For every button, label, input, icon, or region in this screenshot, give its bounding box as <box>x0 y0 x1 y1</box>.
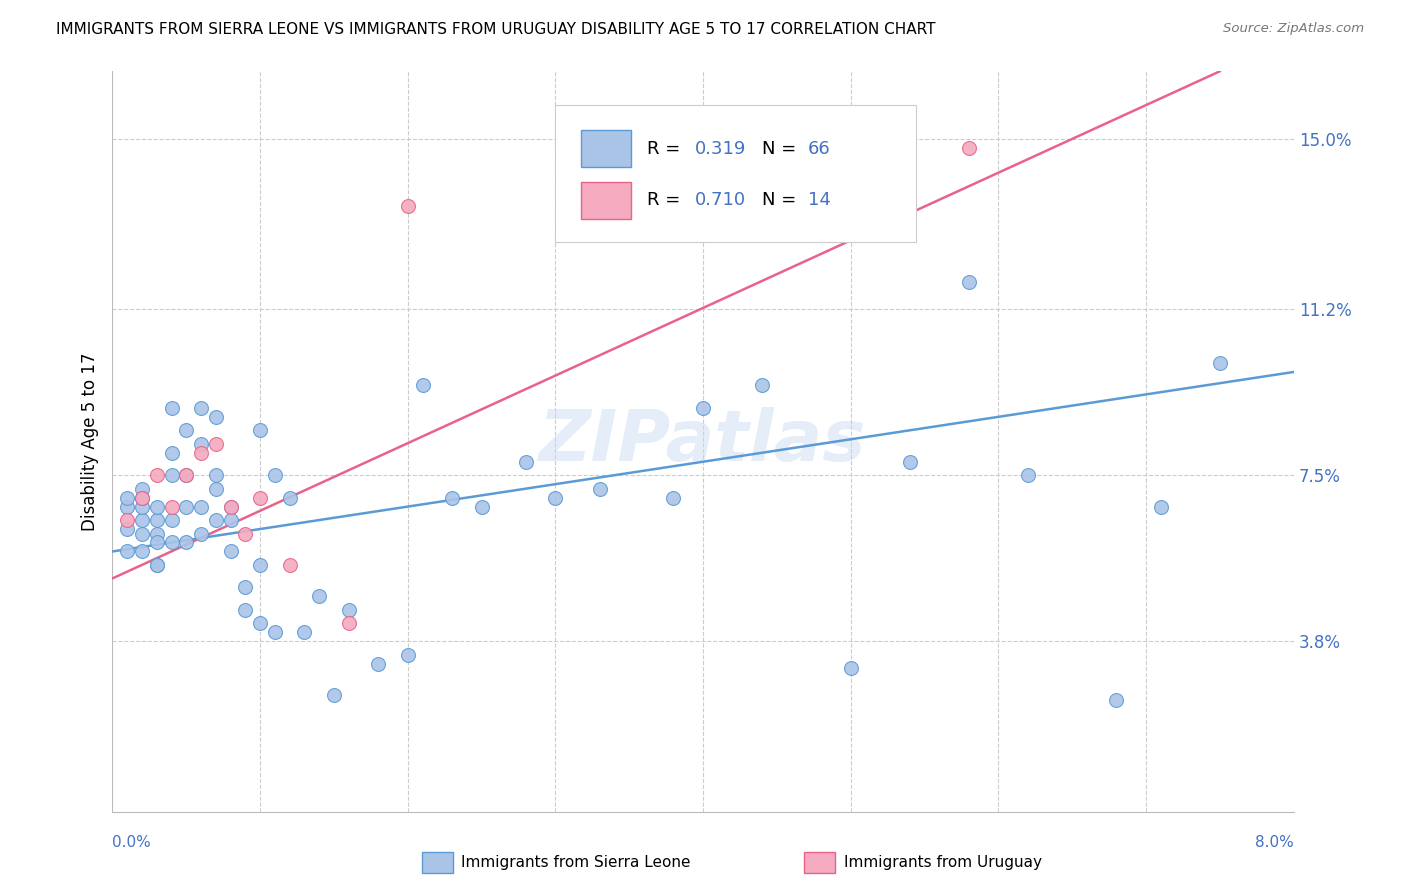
Point <box>219 500 242 514</box>
Point <box>264 468 287 483</box>
Point <box>160 500 183 514</box>
Text: Immigrants from Uruguay: Immigrants from Uruguay <box>844 855 1042 870</box>
Point <box>233 580 256 594</box>
Point <box>174 468 197 483</box>
Point <box>131 526 153 541</box>
Point <box>131 491 153 505</box>
Point <box>515 455 537 469</box>
Point <box>190 437 212 451</box>
Point <box>249 616 271 631</box>
Text: R =: R = <box>648 140 686 158</box>
Point <box>131 500 153 514</box>
Point <box>957 275 980 289</box>
Point <box>751 378 773 392</box>
Point <box>160 401 183 415</box>
Point <box>160 513 183 527</box>
Point <box>692 401 714 415</box>
Point <box>131 491 153 505</box>
Point <box>146 500 169 514</box>
Point <box>205 513 228 527</box>
Point <box>1017 468 1039 483</box>
Point <box>898 455 921 469</box>
Point <box>190 401 212 415</box>
Point <box>146 468 169 483</box>
Point <box>588 482 610 496</box>
Point <box>337 603 360 617</box>
Text: 14: 14 <box>808 191 831 209</box>
Text: R =: R = <box>648 191 686 209</box>
Point <box>1150 500 1173 514</box>
Point <box>117 491 138 505</box>
Point <box>117 544 138 558</box>
Point <box>233 526 256 541</box>
Point <box>146 513 169 527</box>
Point <box>190 500 212 514</box>
Point <box>441 491 464 505</box>
Point <box>131 513 153 527</box>
Point <box>160 446 183 460</box>
Point <box>412 378 434 392</box>
Point <box>160 468 183 483</box>
FancyBboxPatch shape <box>581 182 631 219</box>
Point <box>249 558 271 572</box>
Point <box>205 437 228 451</box>
Point <box>249 491 271 505</box>
Point <box>160 535 183 549</box>
Point <box>146 535 169 549</box>
Point <box>396 199 419 213</box>
Point <box>396 648 419 662</box>
Point <box>174 500 197 514</box>
Text: 8.0%: 8.0% <box>1254 836 1294 850</box>
Text: Immigrants from Sierra Leone: Immigrants from Sierra Leone <box>461 855 690 870</box>
Point <box>190 446 212 460</box>
Point <box>662 491 685 505</box>
Text: ZIPatlas: ZIPatlas <box>540 407 866 476</box>
Text: 66: 66 <box>808 140 831 158</box>
Point <box>233 603 256 617</box>
Point <box>471 500 494 514</box>
Point <box>146 526 169 541</box>
Point <box>117 522 138 536</box>
Point <box>205 409 228 424</box>
Point <box>174 423 197 437</box>
Point <box>264 625 287 640</box>
Point <box>1105 692 1128 706</box>
Point <box>308 590 330 604</box>
Point <box>839 661 862 675</box>
Point <box>1208 356 1232 370</box>
Text: N =: N = <box>762 191 801 209</box>
Point <box>174 535 197 549</box>
Point <box>278 491 301 505</box>
Text: 0.710: 0.710 <box>695 191 745 209</box>
Point <box>131 544 153 558</box>
Point <box>249 423 271 437</box>
Point <box>544 491 567 505</box>
Text: N =: N = <box>762 140 801 158</box>
Point <box>131 482 153 496</box>
Point <box>278 558 301 572</box>
Point <box>146 558 169 572</box>
Text: IMMIGRANTS FROM SIERRA LEONE VS IMMIGRANTS FROM URUGUAY DISABILITY AGE 5 TO 17 C: IMMIGRANTS FROM SIERRA LEONE VS IMMIGRAN… <box>56 22 936 37</box>
Text: 0.319: 0.319 <box>695 140 747 158</box>
Text: 0.0%: 0.0% <box>112 836 152 850</box>
FancyBboxPatch shape <box>555 104 915 242</box>
Point <box>219 544 242 558</box>
Point <box>337 616 360 631</box>
Point <box>292 625 315 640</box>
Point <box>190 526 212 541</box>
Point <box>205 482 228 496</box>
Point <box>174 468 197 483</box>
Point <box>117 500 138 514</box>
FancyBboxPatch shape <box>581 130 631 167</box>
Y-axis label: Disability Age 5 to 17: Disability Age 5 to 17 <box>80 352 98 531</box>
Point <box>219 513 242 527</box>
Text: Source: ZipAtlas.com: Source: ZipAtlas.com <box>1223 22 1364 36</box>
Point <box>219 500 242 514</box>
Point <box>323 688 346 702</box>
Point <box>367 657 389 671</box>
Point <box>957 141 980 155</box>
Point <box>146 558 169 572</box>
Point <box>205 468 228 483</box>
Point <box>117 513 138 527</box>
